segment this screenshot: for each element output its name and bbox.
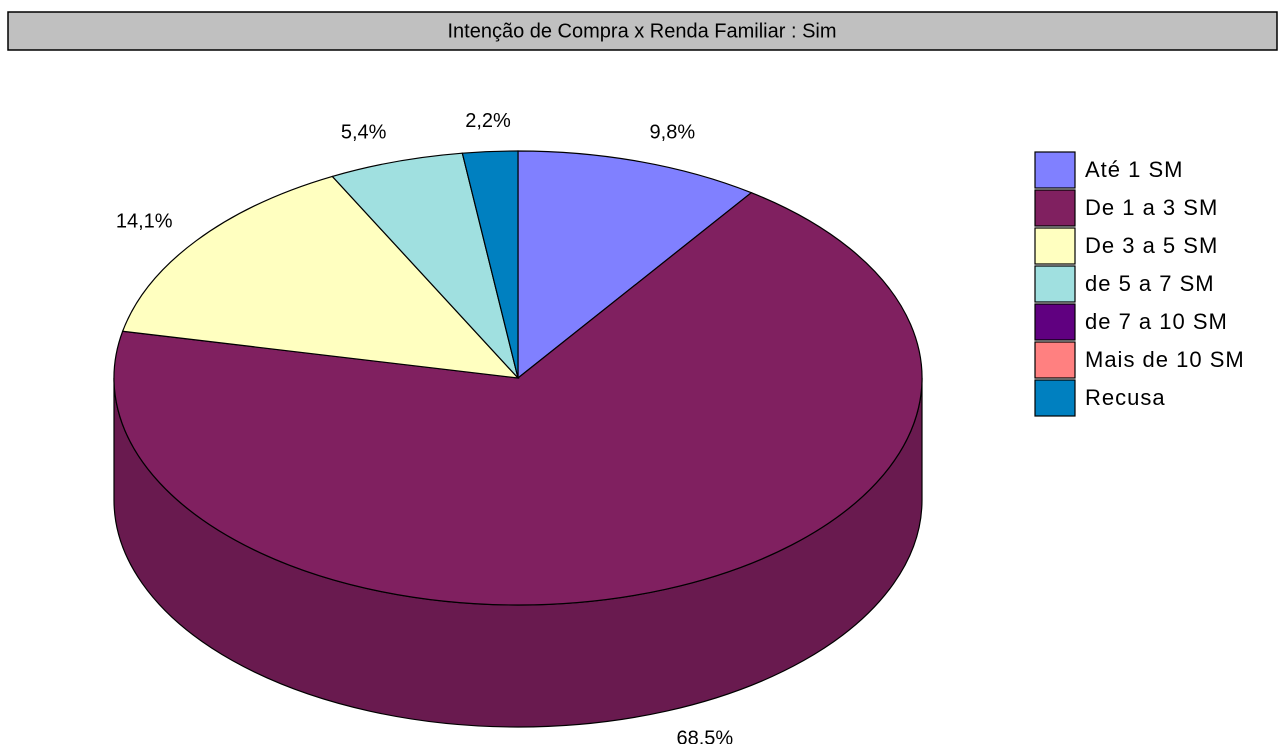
legend-swatch xyxy=(1034,341,1076,379)
slice xyxy=(517,150,753,380)
legend-swatch xyxy=(1034,227,1076,265)
legend-swatch xyxy=(1034,379,1076,417)
data-label: 9,8% xyxy=(650,121,696,143)
legend-label: De 3 a 5 SM xyxy=(1085,233,1218,258)
legend-label: Recusa xyxy=(1085,385,1166,410)
legend-label: de 7 a 10 SM xyxy=(1085,309,1228,334)
slice xyxy=(461,150,519,379)
legend-swatch xyxy=(1034,151,1076,189)
data-label: 68,5% xyxy=(676,728,733,744)
data-label: 14,1% xyxy=(116,211,173,233)
legend-label: Até 1 SM xyxy=(1085,157,1183,182)
slice xyxy=(121,175,520,379)
chart-title: Intenção de Compra x Renda Familiar : Si… xyxy=(447,20,836,42)
legend-swatch xyxy=(1034,189,1076,227)
legend-label: de 5 a 7 SM xyxy=(1085,271,1215,296)
legend-swatch xyxy=(1034,265,1076,303)
legend-label: Mais de 10 SM xyxy=(1085,347,1245,372)
legend-swatch xyxy=(1034,303,1076,341)
legend-label: De 1 a 3 SM xyxy=(1085,195,1218,220)
slice xyxy=(113,192,923,606)
data-label: 2,2% xyxy=(465,110,511,132)
data-label: 5,4% xyxy=(341,121,387,143)
slice xyxy=(331,152,519,379)
title-bar xyxy=(7,11,1278,51)
